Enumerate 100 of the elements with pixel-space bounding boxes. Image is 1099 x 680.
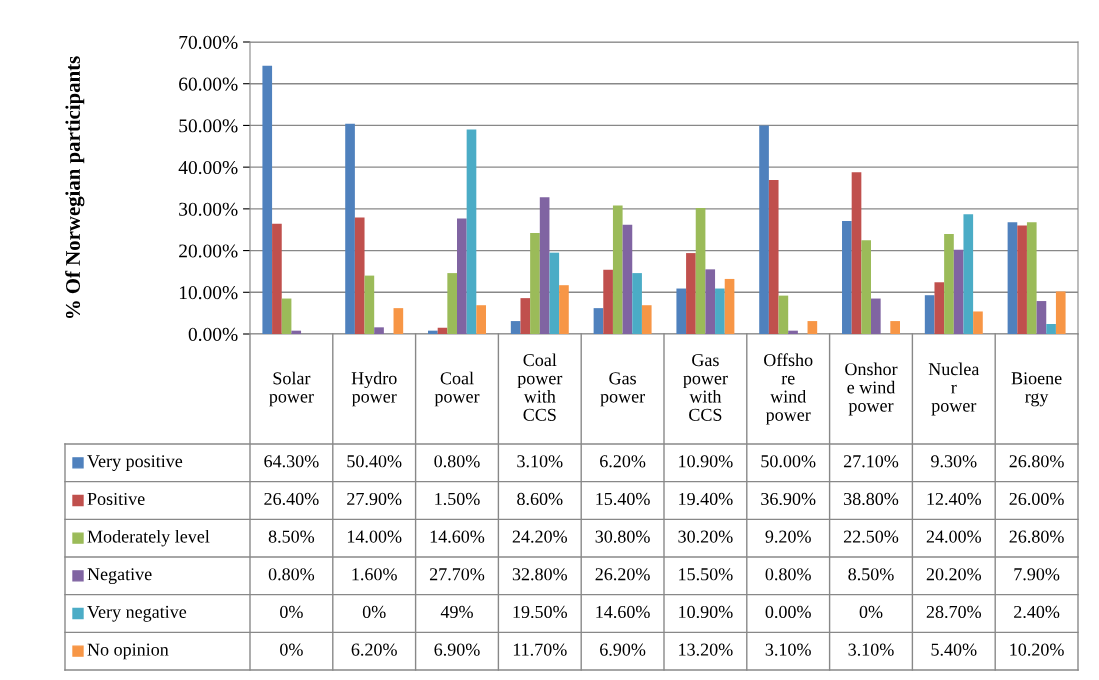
- legend-label: No opinion: [87, 643, 169, 660]
- y-tick-label: 60.00%: [179, 77, 238, 91]
- bar: [262, 65, 273, 334]
- data-label: 38.80%: [844, 492, 899, 506]
- data-label: 7.90%: [1014, 568, 1060, 581]
- bar: [1007, 222, 1018, 334]
- data-label: 8.50%: [848, 568, 894, 581]
- bar: [520, 298, 531, 334]
- data-label: 3.10%: [848, 643, 894, 656]
- bar: [890, 321, 900, 334]
- x-tick-label: Bioene rgy: [1011, 372, 1062, 407]
- data-label: 50.40%: [347, 455, 402, 468]
- data-label: 64.30%: [264, 455, 319, 468]
- data-label: 24.20%: [512, 530, 568, 543]
- y-tick-label: 50.00%: [179, 119, 238, 133]
- data-label: 10.20%: [1010, 643, 1064, 656]
- bar: [364, 275, 375, 334]
- bar: [281, 298, 292, 334]
- data-label: 0%: [859, 605, 883, 619]
- data-label: 27.90%: [347, 492, 402, 506]
- bar: [559, 285, 569, 334]
- bar: [476, 305, 486, 334]
- y-tick-label: 70.00%: [179, 35, 238, 50]
- bar: [788, 330, 798, 334]
- data-label: 8.50%: [268, 530, 315, 543]
- data-label: 26.20%: [595, 568, 650, 581]
- data-label: 26.40%: [264, 492, 319, 506]
- bar: [851, 172, 862, 334]
- bar: [437, 327, 448, 334]
- bar: [447, 273, 457, 334]
- data-label: 12.40%: [927, 492, 982, 506]
- data-label: 2.40%: [1014, 605, 1060, 619]
- data-label: 0.80%: [434, 455, 480, 468]
- bar: [1026, 222, 1037, 334]
- data-label: 1.50%: [435, 492, 480, 506]
- bar: [354, 217, 365, 334]
- data-label: 10.90%: [679, 455, 733, 468]
- y-tick-label: 10.00%: [179, 286, 238, 300]
- bar: [549, 252, 560, 334]
- bar: [345, 123, 355, 334]
- bar: [759, 125, 769, 334]
- bar: [457, 218, 467, 334]
- bar: [641, 305, 652, 334]
- data-label: 22.50%: [843, 530, 899, 543]
- bar: [291, 330, 302, 334]
- y-tick-label: 0.00%: [188, 327, 238, 342]
- data-label: 6.20%: [600, 455, 646, 468]
- data-label: 15.50%: [679, 568, 733, 581]
- data-label: 13.20%: [679, 643, 733, 656]
- bar: [944, 233, 954, 334]
- bar: [1046, 323, 1056, 334]
- data-label: 0%: [362, 605, 386, 619]
- bar: [622, 224, 633, 334]
- x-tick-label: Solar power: [269, 371, 314, 407]
- data-label: 6.90%: [434, 643, 480, 656]
- data-label: 30.20%: [678, 530, 733, 543]
- data-label: 0%: [280, 605, 303, 619]
- data-label: 0.00%: [765, 605, 811, 619]
- bar: [705, 269, 716, 334]
- data-label: 6.90%: [600, 643, 646, 656]
- data-label: 30.80%: [595, 530, 650, 543]
- legend-label: Very positive: [87, 455, 183, 472]
- data-label: 0.80%: [268, 568, 315, 581]
- x-tick-label: Onshor e wind power: [845, 362, 898, 416]
- data-label: 32.80%: [512, 568, 568, 581]
- data-label: 15.40%: [596, 492, 650, 506]
- bar: [676, 288, 687, 334]
- bar: [272, 223, 282, 334]
- data-label: 6.20%: [351, 643, 397, 656]
- data-label: 28.70%: [926, 605, 982, 619]
- legend-label: Negative: [87, 568, 152, 585]
- data-label: 9.30%: [931, 455, 977, 468]
- bar: [963, 214, 974, 334]
- data-label: 11.70%: [513, 643, 567, 656]
- bar: [530, 233, 540, 334]
- legend-label: Moderately level: [87, 529, 210, 547]
- data-label: 3.10%: [517, 455, 563, 468]
- data-label: 27.70%: [429, 568, 485, 581]
- x-tick-label: Gas power: [600, 372, 645, 407]
- x-tick-label: Nuclea r power: [928, 362, 980, 416]
- bar: [686, 253, 696, 334]
- legend-label: Positive: [87, 492, 145, 506]
- bar: [842, 220, 852, 334]
- x-tick-label: Coal power with CCS: [517, 353, 563, 421]
- data-label: 3.10%: [765, 643, 811, 656]
- data-label: 14.60%: [430, 530, 485, 543]
- data-label: 9.20%: [765, 530, 811, 543]
- data-label: 26.00%: [1009, 492, 1064, 506]
- data-label: 50.00%: [761, 455, 816, 468]
- legend-label: Very negative: [87, 605, 187, 622]
- data-label: 5.40%: [931, 643, 977, 656]
- data-label: 20.20%: [926, 568, 982, 581]
- data-label: 26.80%: [1009, 455, 1064, 468]
- y-tick-label: 40.00%: [178, 160, 238, 175]
- data-label: 10.90%: [679, 605, 733, 619]
- bar: [428, 330, 438, 334]
- bar: [695, 208, 706, 334]
- bar: [466, 129, 477, 334]
- data-label: 24.00%: [926, 530, 982, 543]
- bar: [724, 278, 735, 334]
